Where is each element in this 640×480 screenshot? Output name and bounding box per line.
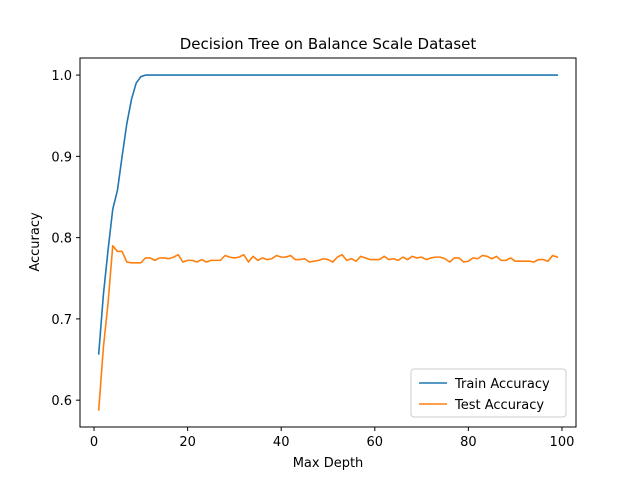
x-tick-label: 80 — [460, 435, 477, 450]
legend-label: Test Accuracy — [454, 398, 544, 413]
legend-box — [410, 368, 567, 418]
y-tick-label: 1.0 — [51, 69, 72, 84]
series-line-train — [97, 74, 559, 355]
y-tick-label: 0.9 — [51, 150, 72, 165]
y-tick-label: 0.7 — [51, 313, 72, 328]
legend-label: Train Accuracy — [454, 377, 550, 392]
series-line-test — [97, 244, 559, 411]
x-tick-label: 0 — [90, 435, 98, 450]
legend: Train Accuracy Test Accuracy — [410, 368, 567, 418]
x-tick-label: 40 — [273, 435, 290, 450]
x-axis: 0 20 40 60 80 100 — [90, 427, 574, 450]
plot-frame — [79, 57, 577, 428]
x-tick-label: 20 — [179, 435, 196, 450]
x-tick-label: 100 — [550, 435, 575, 450]
y-axis-label: Accuracy — [28, 212, 43, 272]
plot-area — [79, 57, 577, 428]
x-tick-label: 60 — [367, 435, 384, 450]
y-tick-label: 0.6 — [51, 394, 72, 409]
chart-title: Decision Tree on Balance Scale Dataset — [180, 35, 477, 53]
y-tick-label: 0.8 — [51, 232, 72, 247]
x-axis-label: Max Depth — [293, 456, 364, 471]
y-axis: 0.6 0.7 0.8 0.9 1.0 — [51, 69, 80, 409]
